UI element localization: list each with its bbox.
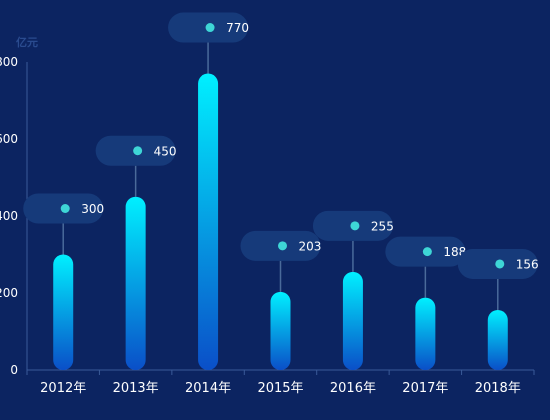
value-dot-icon <box>495 259 505 269</box>
bar <box>198 73 219 371</box>
x-tick-label: 2016年 <box>330 381 376 396</box>
bar <box>125 196 146 370</box>
value-label: 255 <box>371 219 394 233</box>
y-axis-unit: 亿元 <box>16 35 38 49</box>
value-dot-icon <box>133 146 143 156</box>
bar <box>53 254 74 370</box>
bar <box>342 271 363 370</box>
x-tick-label: 2018年 <box>475 381 521 396</box>
x-tick-label: 2012年 <box>40 381 86 396</box>
value-label: 300 <box>81 202 104 216</box>
value-dot-icon <box>350 221 360 231</box>
y-tick-label: 0 <box>10 363 18 377</box>
value-dot-icon <box>205 23 215 33</box>
x-tick-label: 2015年 <box>257 381 303 396</box>
x-axis: 2012年 2013年 2014年 2015年 2016年 2017年 2018年 <box>26 369 535 396</box>
value-label: 450 <box>154 144 177 158</box>
x-tick-label: 2014年 <box>185 381 231 396</box>
bars <box>53 73 508 371</box>
x-tick-label: 2017年 <box>402 381 448 396</box>
bar <box>487 309 508 370</box>
value-dot-icon <box>60 204 70 213</box>
bar <box>415 297 436 370</box>
y-tick-label: 400 <box>0 209 18 223</box>
y-tick-label: 600 <box>0 132 18 146</box>
value-label: 203 <box>299 239 322 253</box>
value-label: 770 <box>226 21 249 35</box>
bar <box>270 291 291 370</box>
value-dot-icon <box>422 247 432 257</box>
value-dot-icon <box>278 241 287 251</box>
x-tick-label: 2013年 <box>113 381 159 396</box>
value-label: 156 <box>516 257 539 271</box>
y-axis: 0 200 400 600 800 <box>0 55 28 377</box>
y-tick-label: 200 <box>0 286 18 300</box>
y-tick-label: 800 <box>0 55 18 69</box>
